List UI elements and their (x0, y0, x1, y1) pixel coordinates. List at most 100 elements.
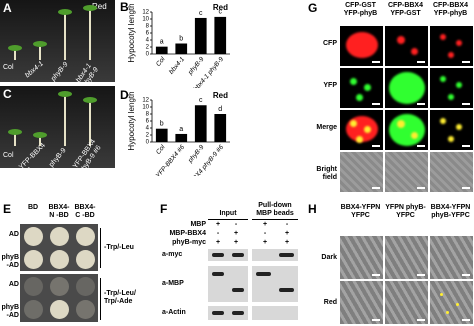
panel-letter: D (120, 88, 129, 102)
seedling-stem (64, 96, 66, 146)
fluorescence (346, 32, 378, 58)
band (279, 288, 294, 292)
media-label: -Trp/-Leu/ Trp/-Ade (104, 290, 136, 305)
fluorescence (448, 94, 454, 100)
micrograph (430, 152, 473, 192)
yeast-spot (24, 277, 43, 296)
scale-bar (462, 274, 470, 276)
panel-letter: B (120, 0, 129, 14)
group-header: Pull-down MBP beads (256, 202, 294, 217)
protein-label: MBP (190, 221, 206, 228)
bar (155, 128, 168, 142)
micrograph (385, 26, 428, 66)
scale-bar (372, 145, 380, 147)
row-label: Merge (316, 124, 337, 131)
sign: + (233, 239, 239, 246)
group-header: Input (219, 210, 237, 217)
scale-bar (462, 319, 470, 321)
scale-bar (417, 145, 425, 147)
micrograph (385, 281, 428, 324)
sign: + (215, 221, 221, 228)
row-label: AD (8, 231, 19, 238)
significance-letter: b (179, 35, 183, 42)
band (232, 311, 244, 315)
bar (214, 114, 227, 142)
cotyledon (8, 45, 22, 51)
seedling-photo (0, 0, 115, 82)
micrograph (430, 281, 473, 324)
sign: + (215, 239, 221, 246)
media-label: -Trp/-Leu (104, 244, 134, 251)
blot (252, 266, 298, 302)
blot (252, 306, 298, 320)
sign: + (262, 239, 268, 246)
scale-bar (462, 103, 470, 105)
seedling-stem (14, 50, 16, 60)
scale-bar (372, 274, 380, 276)
group-rule (208, 219, 248, 220)
column-header: BBX4-N -BD (48, 204, 70, 219)
yeast-spot (50, 250, 69, 269)
x-tick-label: Col (155, 143, 167, 155)
fluorescence (448, 136, 454, 142)
fluorescence (397, 120, 405, 128)
yeast-spot (24, 227, 43, 246)
blot (252, 249, 298, 261)
y-tick-label: 10 (142, 105, 149, 111)
row-label: Bright field (316, 166, 337, 181)
significance-letter: d (218, 106, 222, 113)
condition-label: Red (213, 91, 228, 100)
row-label: phyB -AD (1, 254, 20, 269)
significance-letter: c (199, 10, 203, 17)
y-tick-label: 6 (146, 31, 150, 37)
y-tick-label: 2 (146, 45, 150, 51)
y-axis-label: Hypocotyl length (127, 91, 136, 150)
fluorescence (389, 72, 425, 104)
panel-letter: F (160, 202, 168, 216)
fluorescence (440, 118, 446, 124)
protein-label: phyB-myc (172, 239, 206, 246)
y-tick-label: 10 (142, 17, 149, 23)
scale-bar (372, 319, 380, 321)
yeast-spot (50, 227, 69, 246)
scale-bar (417, 103, 425, 105)
seedling-stem (14, 134, 16, 146)
significance-letter: c (219, 9, 223, 16)
bar (194, 17, 207, 54)
panel-letter: A (3, 1, 12, 15)
bracket (100, 278, 102, 320)
sign: + (262, 221, 268, 228)
scale-bar (372, 61, 380, 63)
fluorescence (364, 126, 371, 133)
cotyledon (33, 132, 47, 138)
scale-bar (372, 187, 380, 189)
significance-letter: b (160, 121, 164, 128)
seedling-stem (39, 46, 41, 60)
fluorescence (456, 40, 462, 46)
seedling-stem (64, 14, 66, 60)
y-tick-label: 0 (146, 52, 150, 58)
fluorescence (446, 311, 449, 314)
column-header: CFP-GST YFP-phyB (343, 2, 378, 17)
yeast-spot (24, 250, 43, 269)
scale-bar (462, 187, 470, 189)
scale-bar (462, 145, 470, 147)
cotyledon (33, 41, 47, 47)
scale-bar (417, 61, 425, 63)
scale-bar (417, 187, 425, 189)
y-tick-label: 2 (146, 133, 150, 139)
column-header: BD (27, 204, 39, 211)
fluorescence (364, 84, 371, 91)
seedling-stem (89, 10, 91, 60)
row-label: YFP (323, 82, 337, 89)
panel-letter: C (3, 87, 12, 101)
yeast-spot (76, 277, 95, 296)
row-label: AD (8, 281, 19, 288)
row-label: CFP (323, 40, 337, 47)
band (279, 253, 294, 257)
sign: - (216, 230, 220, 237)
bar (175, 133, 188, 142)
x-tick-label: bbx4-1 (168, 56, 186, 76)
bar (175, 43, 188, 54)
